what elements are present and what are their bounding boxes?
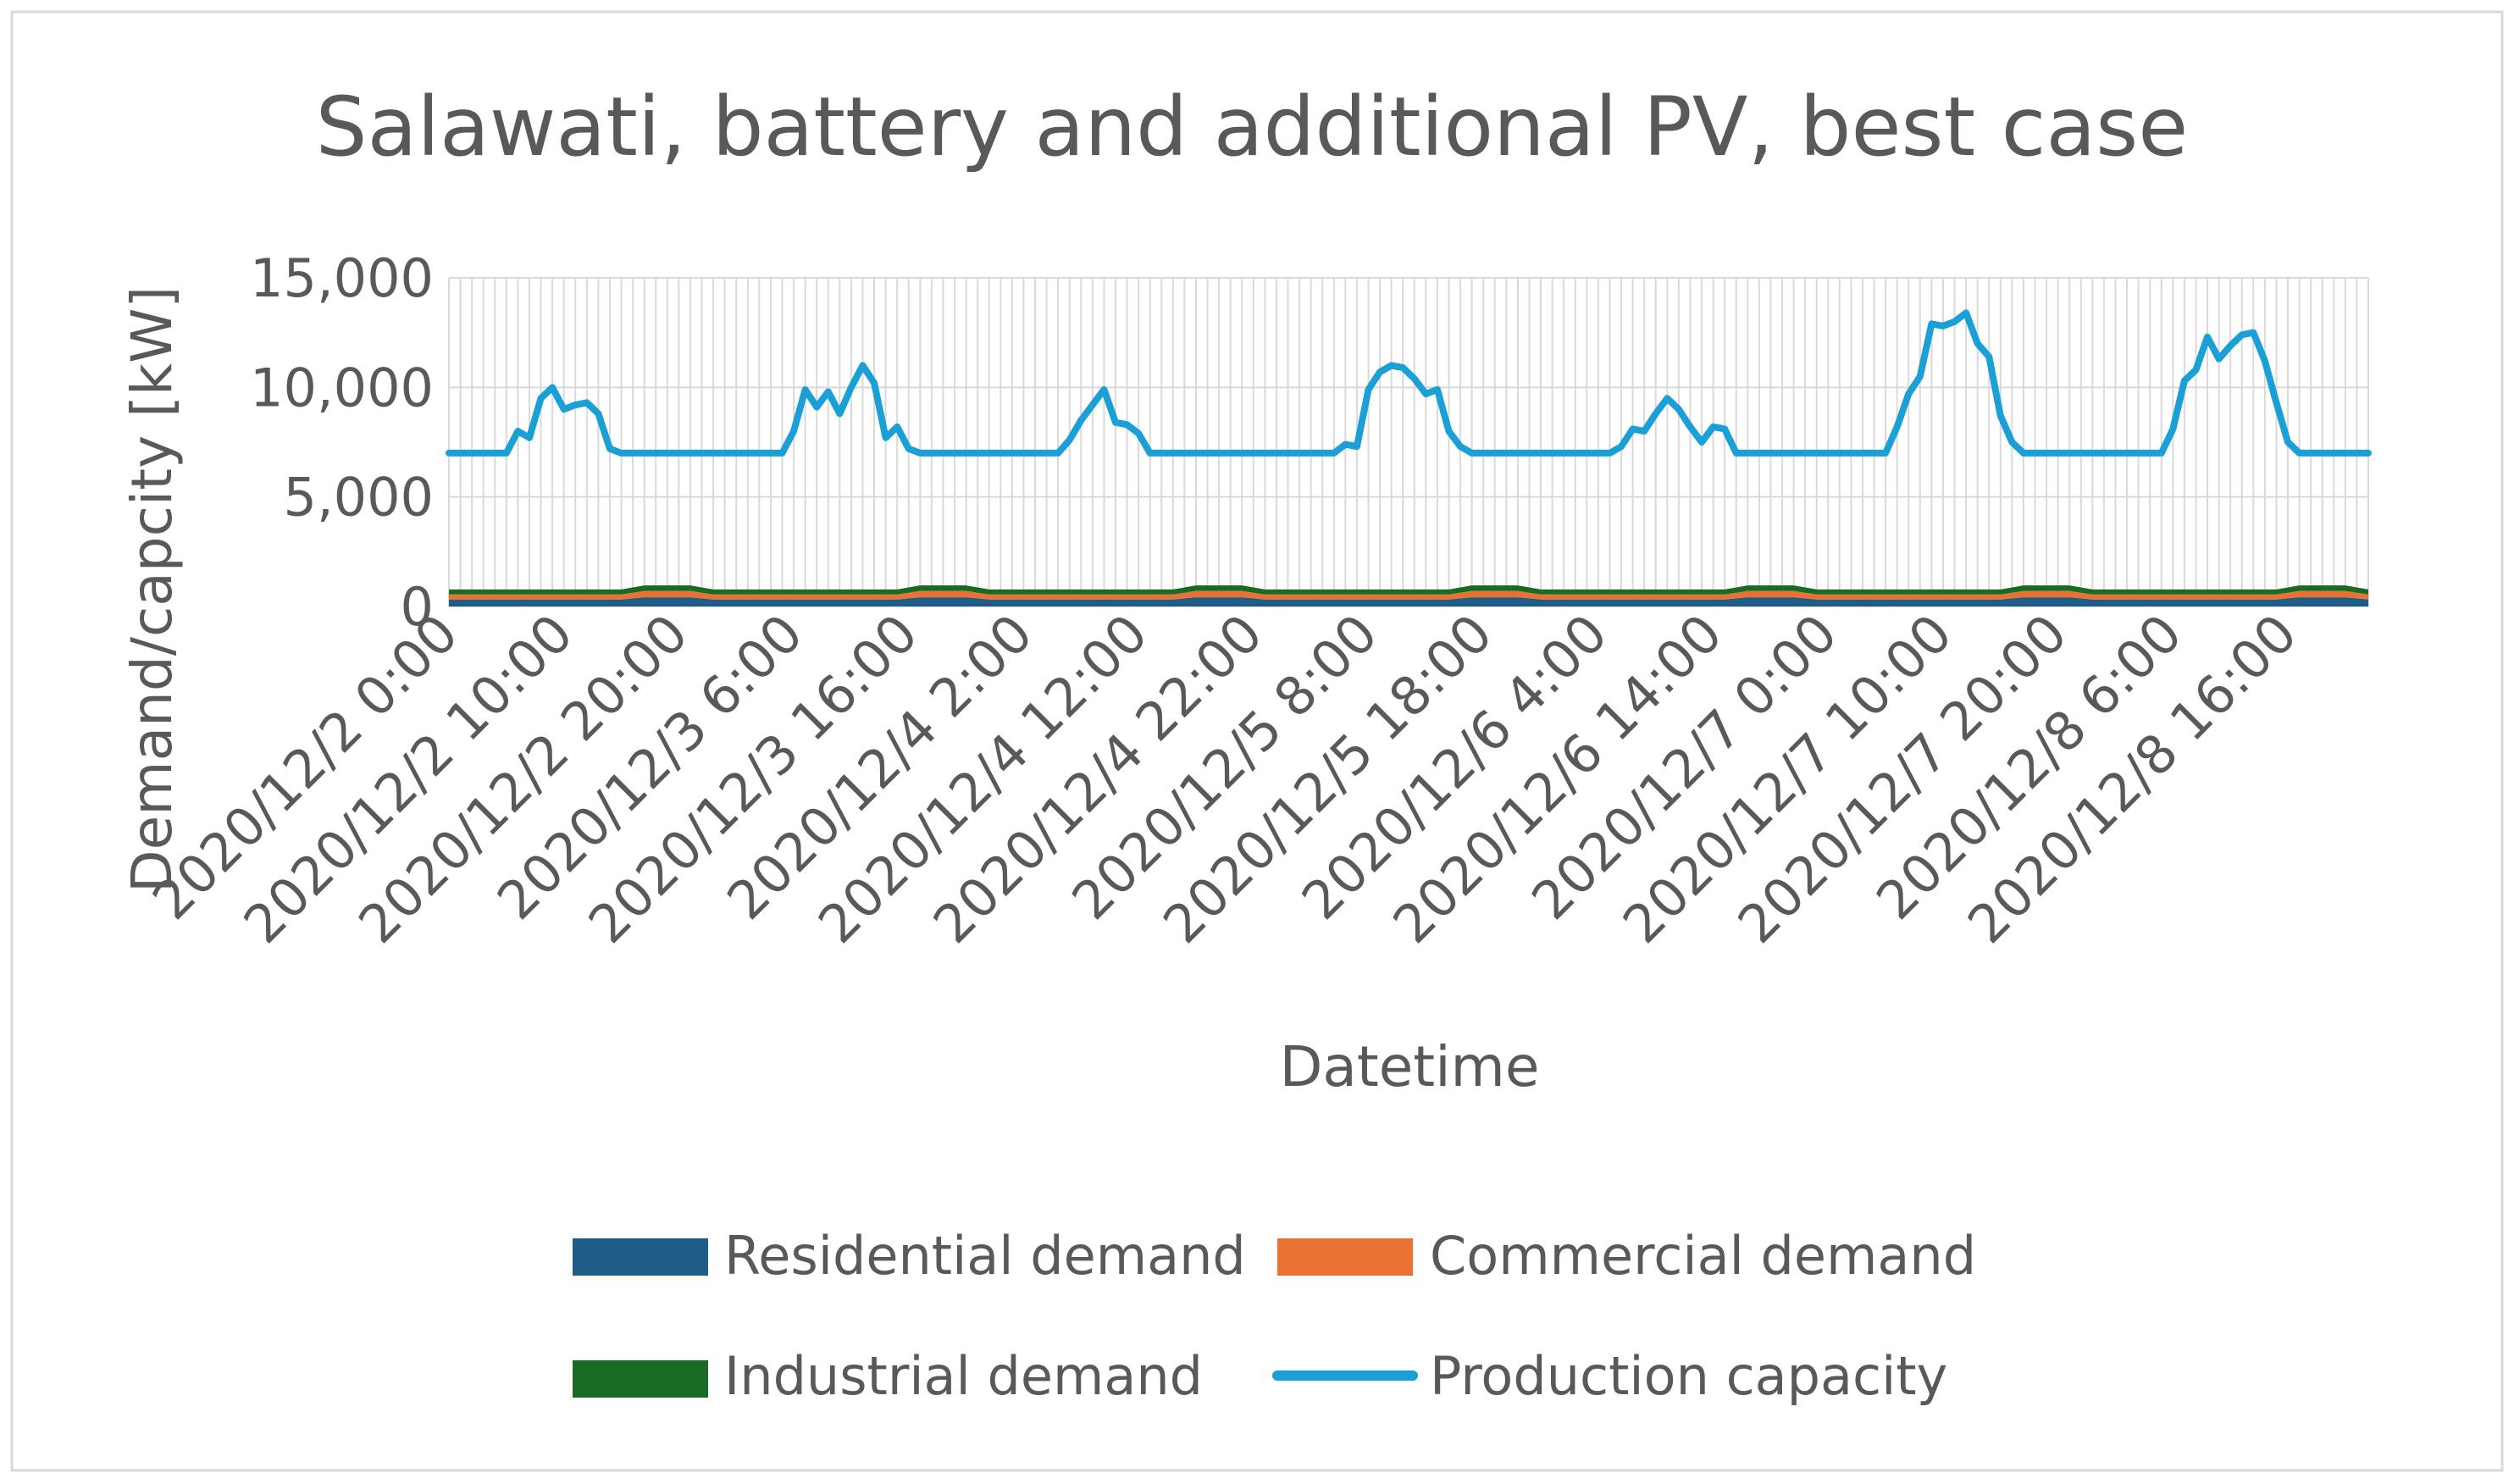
production-capacity-line: [446, 309, 2372, 457]
legend-item-commercial: Commercial demand: [1277, 1225, 1976, 1287]
legend: Residential demand Commercial demand Ind…: [573, 1225, 1976, 1407]
y-axis-tick-labels: 0 5,000 10,000 15,000: [250, 247, 434, 638]
legend-label-industrial: Industrial demand: [724, 1345, 1203, 1407]
vertical-gridlines: [448, 278, 2369, 606]
legend-swatch-residential: [573, 1238, 708, 1276]
plot-background: [449, 278, 2368, 606]
chart-title: Salawati, battery and additional PV, bes…: [316, 80, 2189, 174]
legend-label-residential: Residential demand: [724, 1225, 1246, 1287]
legend-swatch-commercial: [1277, 1238, 1413, 1276]
stacked-demand-areas: [449, 585, 2368, 606]
legend-item-residential: Residential demand: [573, 1225, 1246, 1287]
legend-swatch-industrial: [573, 1360, 708, 1398]
y-tick-label: 0: [401, 576, 434, 638]
y-tick-label: 15,000: [250, 247, 434, 309]
legend-label-commercial: Commercial demand: [1430, 1225, 1976, 1287]
y-tick-label: 10,000: [250, 357, 434, 418]
chart-border: [10, 10, 2504, 1472]
x-axis-label: Datetime: [1280, 1034, 1540, 1099]
y-axis-label: Demand/capcity [kW]: [119, 286, 185, 893]
area-commercial-demand: [449, 590, 2368, 600]
y-tick-label: 5,000: [284, 467, 435, 529]
legend-item-production: Production capacity: [1272, 1345, 1947, 1407]
legend-label-production: Production capacity: [1430, 1345, 1947, 1407]
production-capacity-line-group: [446, 309, 2372, 457]
legend-item-industrial: Industrial demand: [573, 1345, 1203, 1407]
area-industrial-demand: [449, 585, 2368, 595]
plot-area: [446, 277, 2372, 607]
area-residential-demand: [449, 597, 2368, 606]
